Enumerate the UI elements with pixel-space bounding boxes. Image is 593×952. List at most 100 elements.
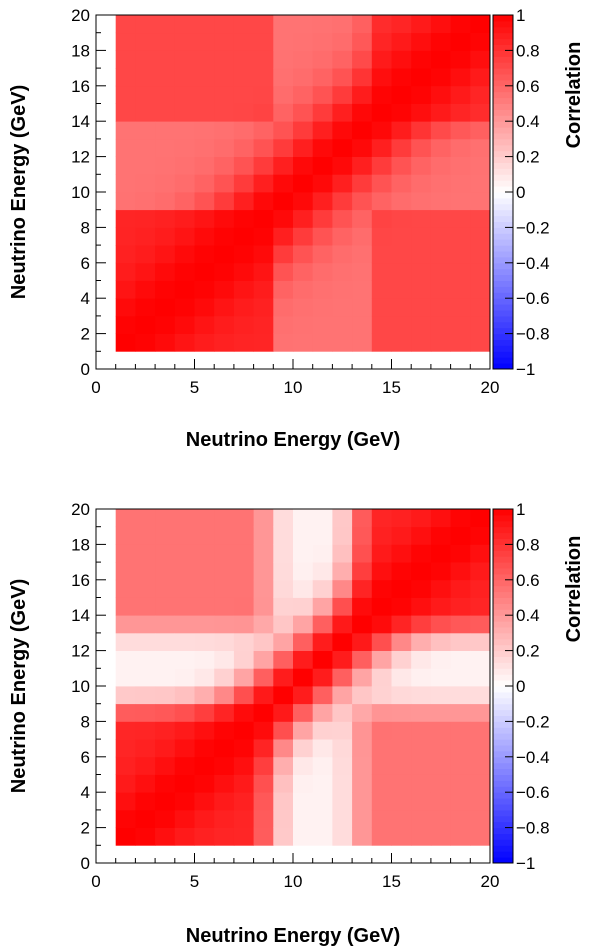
heatmap-cell (233, 544, 254, 563)
color-scale-swatch (493, 109, 513, 116)
heatmap-cell (273, 632, 294, 651)
y-tick-label: 20 (71, 6, 90, 25)
heatmap-cell (115, 121, 136, 140)
heatmap-cell (155, 50, 176, 69)
color-scale-swatch (493, 192, 513, 199)
heatmap-cell (115, 562, 136, 581)
heatmap-cell (391, 174, 412, 193)
heatmap-cell (430, 15, 451, 34)
heatmap-cell (332, 174, 353, 193)
heatmap-cell (174, 756, 195, 775)
heatmap-cell (411, 792, 432, 811)
color-scale-swatch (493, 756, 513, 764)
heatmap-cell (312, 526, 333, 545)
heatmap-cell (155, 597, 176, 616)
y-tick-label: 10 (71, 183, 90, 202)
heatmap-cell (214, 686, 235, 705)
heatmap-cell (293, 774, 314, 793)
heatmap-cell (155, 103, 176, 122)
heatmap-cell (391, 209, 412, 228)
heatmap-cell (115, 103, 136, 122)
heatmap-cell (312, 156, 333, 175)
heatmap-cell (273, 50, 294, 69)
heatmap-cell (312, 262, 333, 281)
heatmap-cell (174, 792, 195, 811)
heatmap-cell (391, 245, 412, 264)
heatmap-cell (450, 262, 471, 281)
heatmap-cell (312, 192, 333, 211)
heatmap-cell (391, 721, 412, 740)
heatmap-cell (273, 85, 294, 104)
heatmap-cell (450, 686, 471, 705)
heatmap-cell (312, 632, 333, 651)
heatmap-cell (371, 526, 392, 545)
heatmap-cell (174, 280, 195, 299)
heatmap-cell (273, 526, 294, 545)
heatmap-cell (450, 15, 471, 34)
heatmap-cell (214, 544, 235, 563)
heatmap-cell (194, 774, 215, 793)
heatmap-cell (214, 209, 235, 228)
color-scale-swatch (493, 621, 513, 628)
heatmap-cell (174, 174, 195, 193)
heatmap-cell (155, 827, 176, 846)
heatmap-cell (115, 792, 136, 811)
heatmap-cell (391, 192, 412, 211)
heatmap-cell (174, 32, 195, 51)
color-scale-tick-label: −0.2 (516, 712, 550, 731)
heatmap-cell (174, 227, 195, 246)
heatmap-cell (214, 227, 235, 246)
heatmap-cell (194, 721, 215, 740)
heatmap-cell (214, 32, 235, 51)
heatmap-cell (194, 103, 215, 122)
heatmap-cell (155, 15, 176, 34)
heatmap-cell (273, 703, 294, 722)
heatmap-cell (352, 15, 373, 34)
color-scale-swatch (493, 351, 513, 358)
heatmap-cell (273, 686, 294, 705)
heatmap-cell (430, 650, 451, 669)
heatmap-cell (155, 156, 176, 175)
color-scale-swatch (493, 268, 513, 276)
color-scale-swatch (493, 144, 513, 152)
heatmap-cell (115, 50, 136, 69)
heatmap-cell (470, 68, 491, 87)
heatmap-cell (312, 562, 333, 581)
heatmap-cell (253, 792, 274, 811)
heatmap-cell (293, 703, 314, 722)
x-tick-label: 15 (382, 378, 401, 397)
heatmap-cell (312, 703, 333, 722)
color-scale-tick-label: 0 (516, 183, 525, 202)
color-scale-swatch (493, 632, 513, 640)
heatmap-cell (273, 756, 294, 775)
heatmap-cell (273, 192, 294, 211)
x-axis-label: Neutrino Energy (GeV) (186, 925, 400, 947)
heatmap-cell (450, 632, 471, 651)
heatmap-cell (391, 50, 412, 69)
heatmap-cell (470, 686, 491, 705)
heatmap-cell (194, 15, 215, 34)
heatmap-cell (470, 579, 491, 598)
heatmap-cell (371, 615, 392, 634)
heatmap-cell (352, 739, 373, 758)
heatmap-cell (194, 509, 215, 528)
heatmap-cell (174, 209, 195, 228)
heatmap-cell (135, 298, 156, 317)
heatmap-cell (332, 579, 353, 598)
heatmap-cell (253, 721, 274, 740)
color-scale-swatch (493, 150, 513, 158)
heatmap-cell (411, 280, 432, 299)
heatmap-cell (293, 562, 314, 581)
heatmap-cell (332, 792, 353, 811)
heatmap-cell (450, 827, 471, 846)
color-scale-swatch (493, 827, 513, 834)
heatmap-cell (293, 792, 314, 811)
heatmap-cell (332, 315, 353, 334)
color-scale-swatch (493, 526, 513, 534)
heatmap-cell (430, 32, 451, 51)
heatmap-cell (411, 721, 432, 740)
heatmap-cell (391, 138, 412, 157)
heatmap-cell (332, 809, 353, 828)
heatmap-cell (233, 138, 254, 157)
